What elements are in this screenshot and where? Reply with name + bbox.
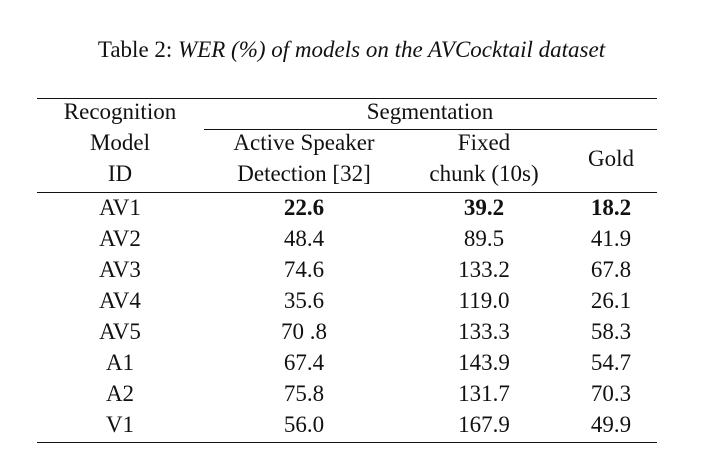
row-model-id: A1 (105, 350, 135, 375)
row-model-id: AV1 (99, 195, 141, 220)
row-model-id: A2 (105, 381, 135, 406)
row-model-id: V1 (105, 412, 135, 437)
row-gold-wer: 67.8 (590, 257, 632, 282)
row-asd-wer: 75.8 (283, 381, 325, 406)
caption-prefix: Table 2: (97, 37, 173, 62)
header-gold: Gold (588, 146, 634, 171)
row-model-id: AV4 (99, 288, 141, 313)
header-fixed-line-1: Fixed (457, 130, 511, 155)
row-gold-wer: 70.3 (590, 381, 632, 406)
header-segmentation: Segmentation (366, 99, 494, 124)
caption-title: WER (%) of models on the AVCocktail data… (178, 37, 606, 62)
header-model-line-2: Model (89, 130, 151, 155)
header-fixed-line-2: chunk (10s) (429, 161, 539, 186)
row-gold-wer: 58.3 (590, 319, 632, 344)
table-caption: Table 2: WER (%) of models on the AVCock… (0, 36, 703, 64)
row-fixed-wer: 119.0 (458, 288, 510, 313)
row-fixed-wer: 143.9 (458, 350, 510, 375)
row-fixed-wer: 167.9 (458, 412, 510, 437)
row-asd-wer: 74.6 (283, 257, 325, 282)
row-fixed-wer: 89.5 (463, 226, 505, 251)
row-gold-wer: 26.1 (590, 288, 632, 313)
header-model-line-1: Recognition (63, 99, 177, 124)
row-fixed-wer: 133.2 (458, 257, 510, 282)
table-top-rule (37, 98, 657, 99)
row-asd-wer: 70 .8 (281, 319, 327, 344)
row-asd-wer: 35.6 (283, 288, 325, 313)
row-model-id: AV5 (99, 319, 141, 344)
row-model-id: AV3 (99, 257, 141, 282)
row-fixed-wer: 131.7 (458, 381, 510, 406)
header-bottom-rule (37, 192, 657, 193)
row-gold-wer: 54.7 (590, 350, 632, 375)
row-fixed-wer: 39.2 (463, 195, 505, 220)
row-gold-wer: 41.9 (590, 226, 632, 251)
table-bottom-rule (37, 442, 657, 443)
row-asd-wer: 22.6 (283, 195, 325, 220)
header-asd-line-2: Detection [32] (237, 161, 371, 186)
segmentation-rule (204, 129, 657, 130)
header-asd-line-1: Active Speaker (233, 130, 375, 155)
row-asd-wer: 67.4 (283, 350, 325, 375)
row-asd-wer: 56.0 (283, 412, 325, 437)
header-model-line-3: ID (107, 161, 133, 186)
row-gold-wer: 18.2 (590, 195, 632, 220)
row-model-id: AV2 (99, 226, 141, 251)
row-asd-wer: 48.4 (283, 226, 325, 251)
row-fixed-wer: 133.3 (458, 319, 510, 344)
row-gold-wer: 49.9 (590, 412, 632, 437)
